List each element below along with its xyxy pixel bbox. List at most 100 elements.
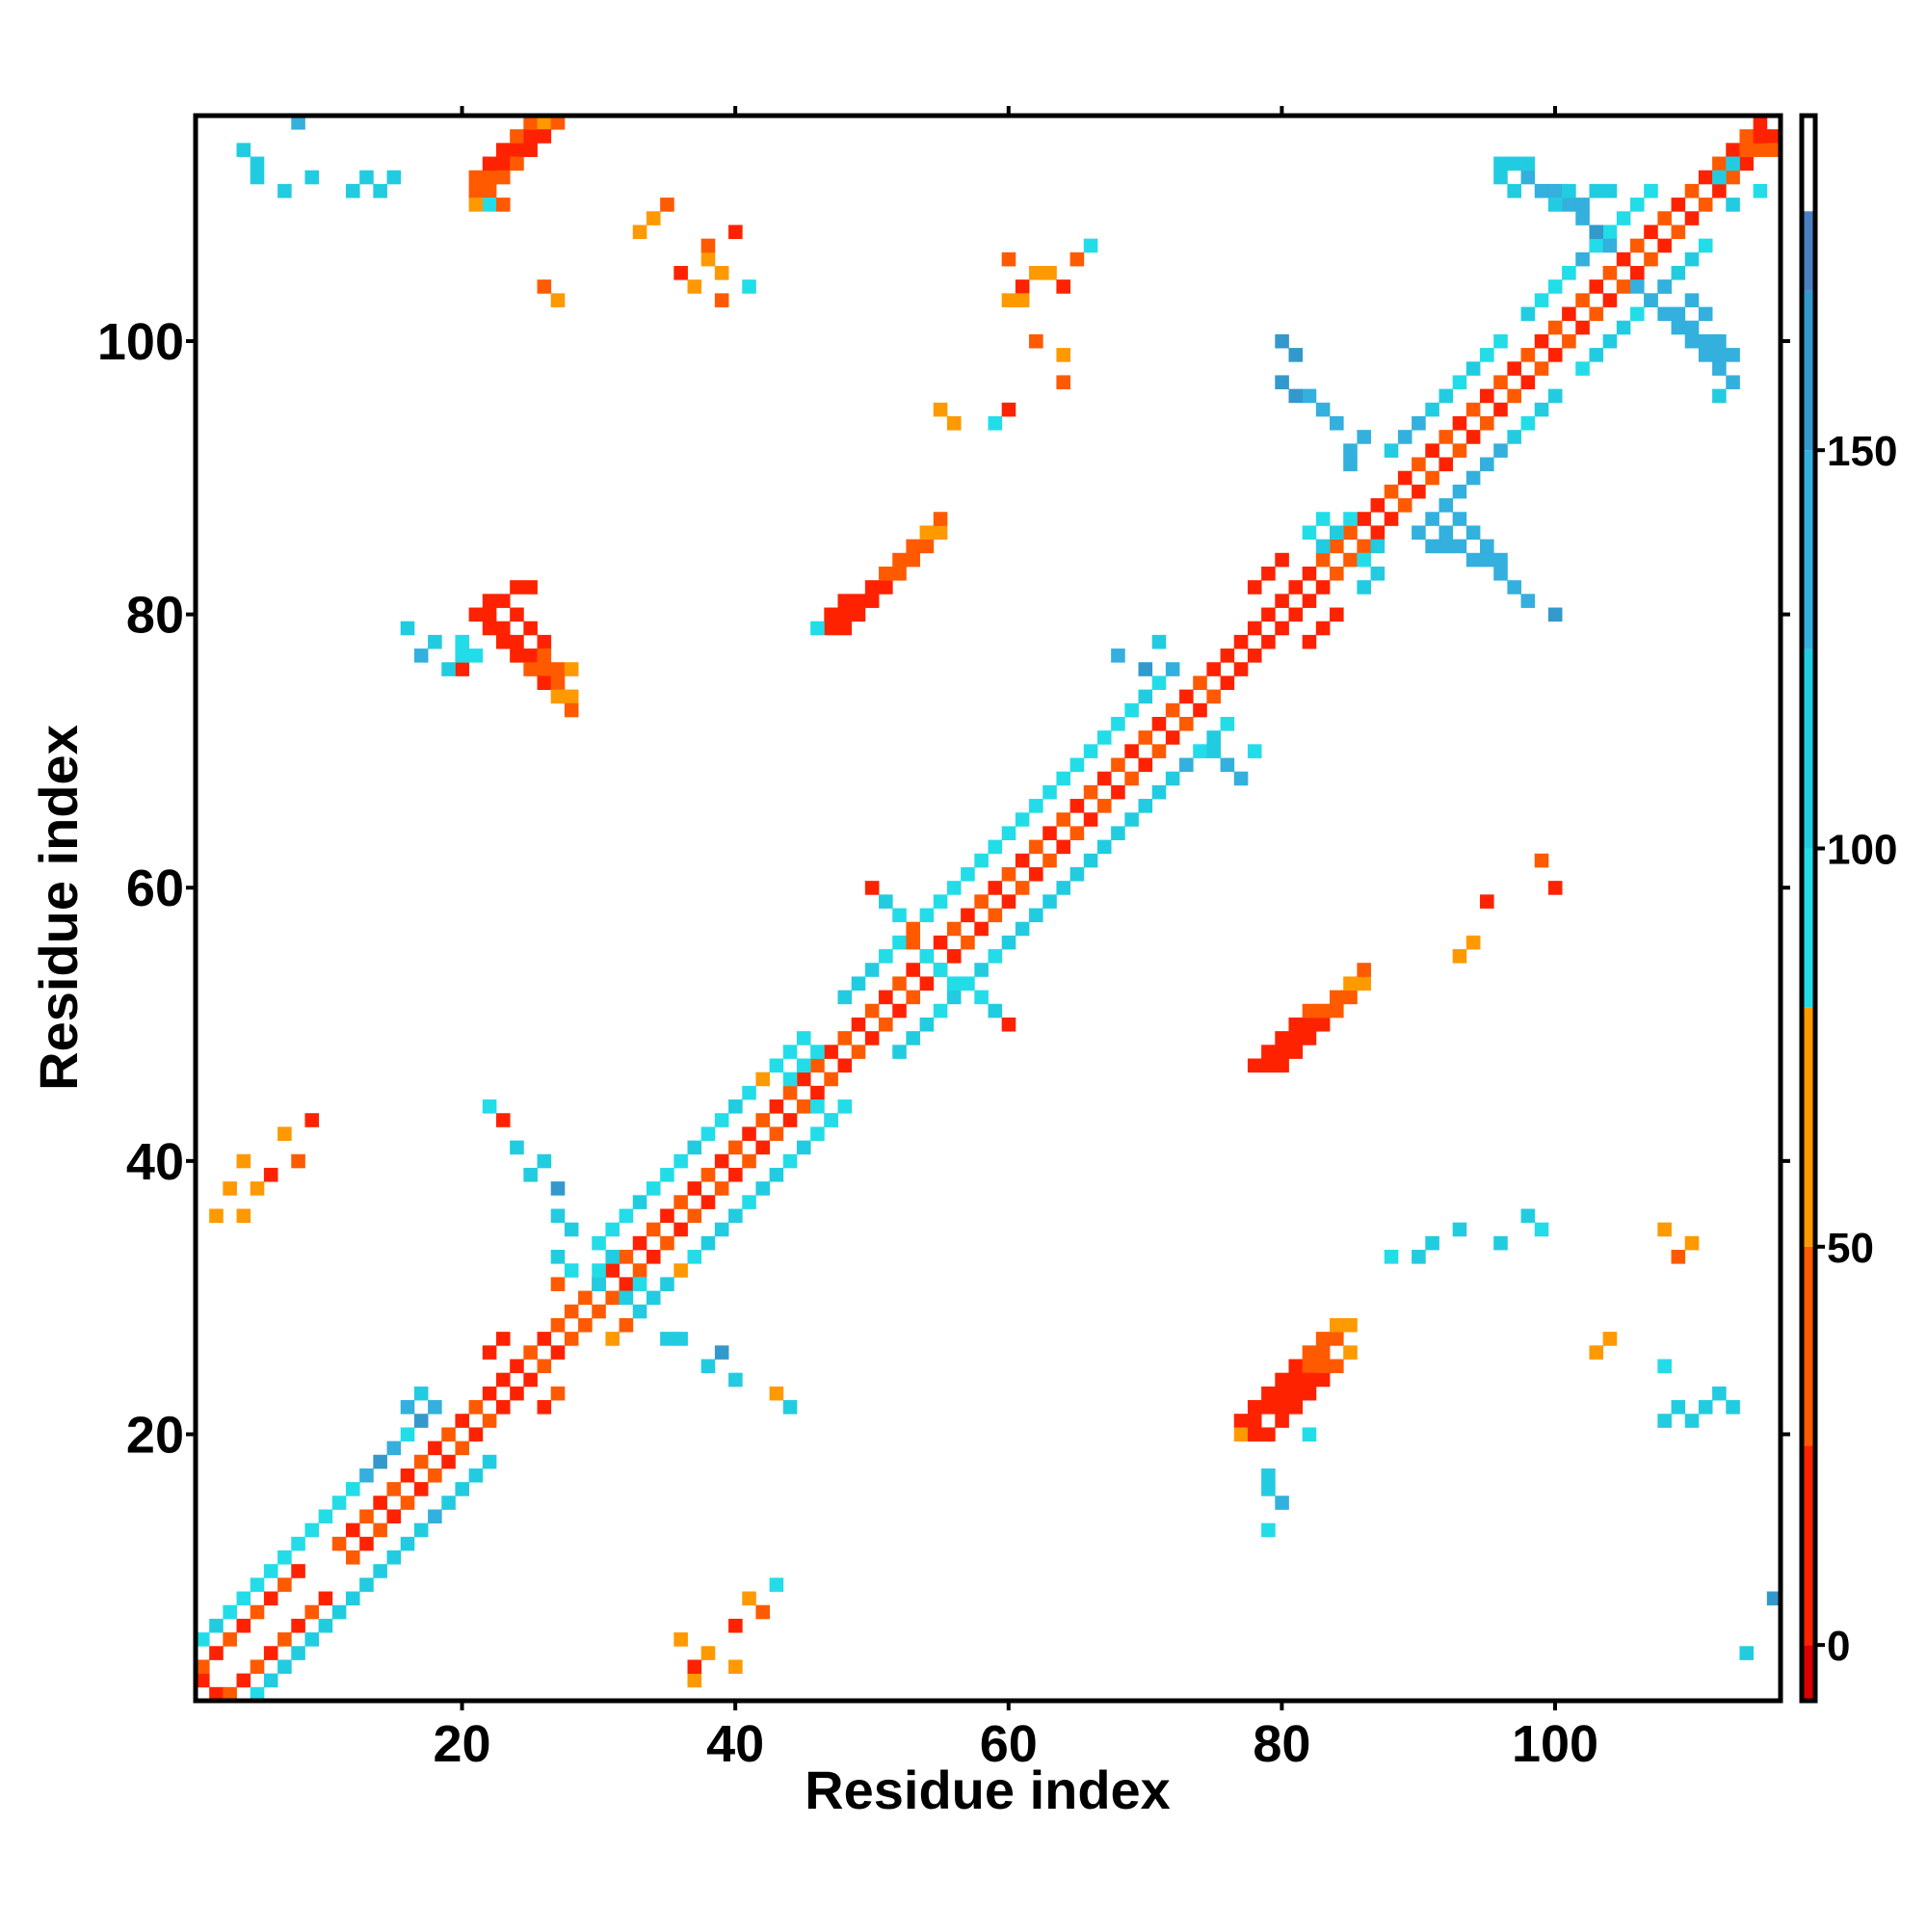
heatmap-cell bbox=[1657, 238, 1672, 253]
heatmap-cell bbox=[1343, 1317, 1358, 1333]
heatmap-cell bbox=[564, 1222, 579, 1237]
heatmap-cell bbox=[1015, 812, 1030, 827]
heatmap-cell bbox=[1315, 1332, 1331, 1346]
heatmap-cell bbox=[1712, 1386, 1727, 1401]
heatmap-cell bbox=[1261, 566, 1276, 581]
heatmap-cell bbox=[537, 648, 552, 663]
heatmap-cell bbox=[1261, 1522, 1276, 1538]
heatmap-cell bbox=[1193, 702, 1207, 718]
heatmap-cell bbox=[1330, 566, 1344, 581]
heatmap-cell bbox=[1726, 348, 1740, 362]
heatmap-cell bbox=[714, 1345, 729, 1360]
heatmap-cell bbox=[1247, 580, 1262, 595]
heatmap-cell bbox=[1698, 198, 1713, 212]
heatmap-cell bbox=[1302, 1017, 1317, 1032]
y-tick-label: 80 bbox=[126, 587, 184, 645]
heatmap-cell bbox=[1370, 566, 1386, 581]
heatmap-cell bbox=[1179, 757, 1194, 773]
heatmap-cell bbox=[537, 1153, 552, 1169]
colorbar-tick-label: 100 bbox=[1827, 827, 1897, 874]
heatmap-cell bbox=[1602, 183, 1618, 198]
heatmap-cell bbox=[605, 1290, 620, 1306]
heatmap-cell bbox=[1275, 1058, 1289, 1073]
heatmap-cell bbox=[1288, 388, 1304, 404]
heatmap-cell bbox=[728, 1659, 743, 1675]
heatmap-cell bbox=[1534, 402, 1549, 417]
heatmap-cell bbox=[455, 1414, 470, 1428]
heatmap-cell bbox=[510, 1140, 524, 1155]
heatmap-cell bbox=[810, 1045, 825, 1059]
heatmap-cell bbox=[400, 1427, 415, 1442]
heatmap-cell bbox=[742, 1591, 756, 1606]
heatmap-cell bbox=[400, 1495, 415, 1510]
heatmap-cell bbox=[824, 1113, 838, 1127]
heatmap-cell bbox=[1261, 1058, 1276, 1073]
heatmap-cell bbox=[961, 866, 975, 882]
heatmap-cell bbox=[1275, 594, 1289, 608]
heatmap-cell bbox=[728, 1140, 743, 1155]
heatmap-cell bbox=[304, 1113, 320, 1127]
heatmap-cell bbox=[359, 1509, 374, 1524]
y-axis-label: Residue index bbox=[28, 725, 89, 1091]
heatmap-cell bbox=[413, 648, 429, 663]
heatmap-cell bbox=[1315, 1372, 1331, 1388]
heatmap-cell bbox=[1739, 129, 1755, 144]
heatmap-cell bbox=[1602, 1332, 1618, 1346]
heatmap-cell bbox=[291, 1618, 305, 1633]
colorbar-band bbox=[1802, 1445, 1815, 1646]
heatmap-cell bbox=[946, 921, 962, 937]
heatmap-cell bbox=[946, 976, 962, 991]
heatmap-cell bbox=[1029, 866, 1043, 882]
heatmap-cell bbox=[578, 1317, 593, 1333]
heatmap-cell bbox=[742, 1085, 756, 1100]
heatmap-cell bbox=[441, 1427, 456, 1442]
heatmap-cell bbox=[510, 648, 524, 663]
heatmap-cell bbox=[537, 1332, 552, 1346]
heatmap-cell bbox=[537, 129, 552, 144]
heatmap-cell bbox=[1384, 484, 1399, 499]
heatmap-cell bbox=[277, 183, 292, 198]
heatmap-cell bbox=[1261, 1427, 1276, 1442]
heatmap-cell bbox=[1712, 183, 1727, 198]
heatmap-cell bbox=[428, 634, 442, 649]
heatmap-cell bbox=[263, 1646, 278, 1660]
heatmap-cell bbox=[906, 1031, 920, 1045]
heatmap-cell bbox=[1698, 238, 1713, 253]
heatmap-cell bbox=[250, 1181, 265, 1196]
plot-frame bbox=[193, 113, 1783, 1704]
heatmap-cell bbox=[769, 1167, 784, 1182]
heatmap-cell bbox=[796, 1099, 811, 1114]
heatmap-cell bbox=[1275, 1414, 1289, 1428]
heatmap-cell bbox=[564, 702, 579, 718]
heatmap-cell bbox=[1206, 744, 1221, 758]
heatmap-cell bbox=[1302, 1003, 1317, 1019]
heatmap-cell bbox=[864, 881, 880, 895]
heatmap-cell bbox=[1439, 498, 1454, 513]
heatmap-cell bbox=[782, 1085, 798, 1100]
heatmap-cell bbox=[1439, 457, 1454, 472]
heatmap-cell bbox=[1520, 375, 1536, 390]
colorbar-frame bbox=[1799, 113, 1818, 1704]
heatmap-cell bbox=[1056, 375, 1070, 390]
heatmap-cell bbox=[1165, 662, 1180, 676]
heatmap-cell bbox=[1275, 552, 1289, 568]
heatmap-cell bbox=[742, 1126, 756, 1141]
heatmap-cell bbox=[1547, 183, 1563, 198]
heatmap-cell bbox=[1753, 129, 1768, 144]
heatmap-cell bbox=[673, 1222, 688, 1237]
heatmap-cell bbox=[1425, 402, 1439, 417]
heatmap-cell bbox=[988, 949, 1003, 964]
heatmap-cell bbox=[523, 1372, 538, 1388]
heatmap-cell bbox=[1412, 525, 1426, 541]
heatmap-cell bbox=[523, 1345, 538, 1360]
heatmap-cell bbox=[1520, 1208, 1536, 1224]
heatmap-cell bbox=[1657, 1359, 1672, 1374]
heatmap-cell bbox=[646, 1250, 661, 1264]
heatmap-cell bbox=[1247, 1058, 1262, 1073]
heatmap-cell bbox=[537, 662, 552, 676]
heatmap-cell bbox=[1015, 279, 1030, 294]
heatmap-cell bbox=[236, 1673, 251, 1688]
heatmap-cell bbox=[1288, 1400, 1304, 1415]
heatmap-cell bbox=[673, 1632, 688, 1647]
heatmap-cell bbox=[523, 1167, 538, 1182]
